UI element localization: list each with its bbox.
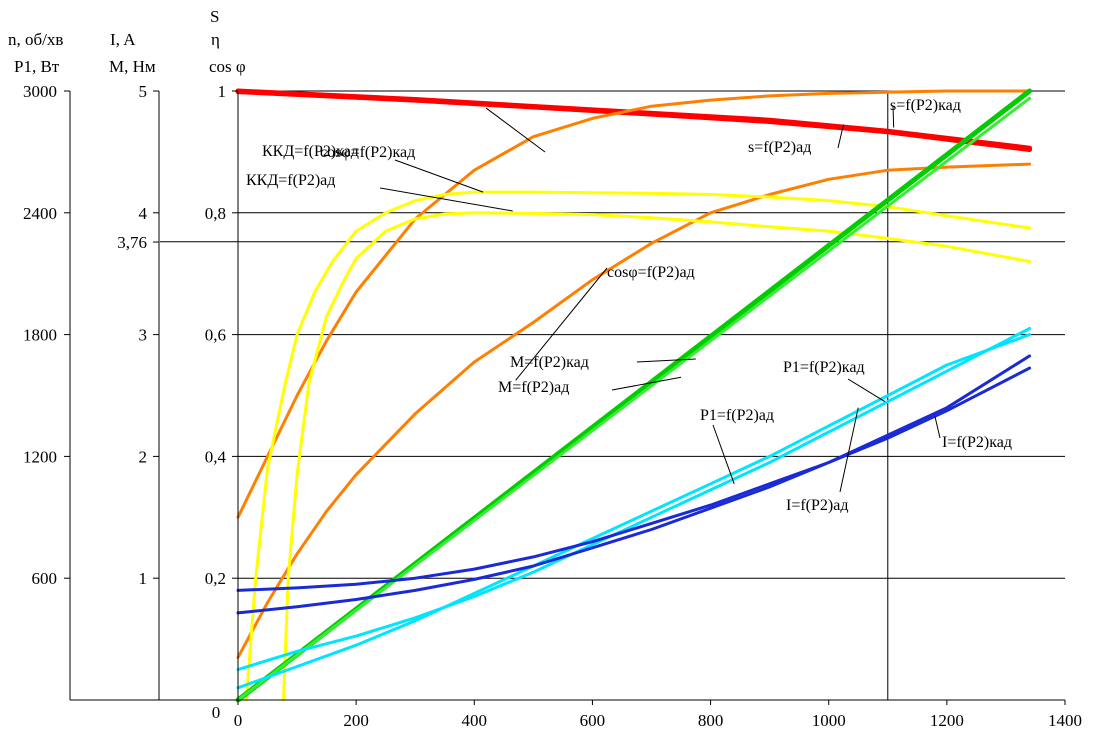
series-line-5 (282, 211, 1032, 702)
ratio-header-1: S (210, 7, 219, 26)
current-torque-tick-label-3: 3 (139, 326, 148, 345)
annotation-label-11: I=f(P2)ад (786, 497, 848, 514)
annotation-label-3: ККД=f(P2)кад (262, 143, 359, 160)
annotation-label-10: I=f(P2)кад (942, 434, 1012, 451)
current-torque-tick-label-2: 3,76 (117, 233, 147, 252)
current-torque-tick-label-1: 4 (139, 204, 148, 223)
annotation-leader-10 (934, 416, 941, 439)
speed-power-tick-label-3: 1200 (23, 447, 57, 466)
x-tick-label-1: 200 (343, 711, 369, 730)
annotation-leader-5 (515, 267, 608, 381)
label-layer: 0 200 400 600 800 1000 1200 1400 0 1 0,8 0,6 0,4 0,2 5… (8, 7, 1082, 730)
annotation-leader-1 (892, 105, 895, 128)
x-tick-label-0: 0 (234, 711, 243, 730)
ratio-tick-label-2: 0,6 (205, 326, 226, 345)
speed-power-header-1: n, об/хв (8, 30, 63, 49)
series-line-3 (236, 162, 1032, 659)
axis-layer (64, 90, 1066, 705)
annotation-leader-11 (839, 407, 859, 493)
series-line-4 (244, 190, 1032, 702)
x-tick-label-7: 1400 (1048, 711, 1082, 730)
series-line-7 (236, 96, 1032, 702)
annotation-leader-9 (712, 424, 735, 484)
annotation-label-7: M=f(P2)ад (498, 379, 569, 396)
annotation-label-4: ККД=f(P2)ад (246, 172, 335, 189)
x-tick-label-3: 600 (580, 711, 606, 730)
x-tick-label-5: 1000 (812, 711, 846, 730)
current-torque-tick-label-0: 5 (139, 82, 148, 101)
curve-layer (235, 88, 1033, 703)
ratio-tick-label-1: 0,8 (205, 204, 226, 223)
ratio-tick-label-0: 1 (218, 82, 227, 101)
current-torque-header-2: M, Нм (109, 57, 156, 76)
ratio-header-2: η (211, 30, 220, 49)
annotation-leader-4 (379, 187, 513, 212)
speed-power-tick-label-0: 3000 (23, 82, 57, 101)
annotation-leader-3 (394, 159, 484, 193)
ratio-tick-label-4: 0,2 (205, 569, 226, 588)
x-tick-label-6: 1200 (930, 711, 964, 730)
annotation-label-2: s=f(P2)ад (748, 139, 811, 156)
x-tick-label-4: 800 (698, 711, 724, 730)
speed-power-tick-label-2: 1800 (23, 326, 57, 345)
x-tick-label-2: 400 (462, 711, 488, 730)
annotation-label-6: M=f(P2)кад (510, 354, 589, 371)
annotation-label-9: P1=f(P2)ад (700, 407, 774, 424)
current-torque-tick-label-5: 1 (139, 569, 148, 588)
annotation-label-0: cosφ=f(P2)кад (320, 144, 415, 161)
series-line-11 (236, 354, 1032, 592)
origin-label: 0 (212, 703, 221, 722)
series-line-8 (236, 327, 1032, 671)
ratio-header-3: cos φ (209, 57, 246, 76)
series-line-1 (235, 89, 1033, 152)
annotation-label-8: P1=f(P2)кад (783, 359, 865, 376)
annotation-leader-7 (611, 376, 682, 391)
annotation-label-1: s=f(P2)кад (890, 97, 961, 114)
annotation-label-5: cosφ=f(P2)ад (607, 264, 695, 281)
annotation-leader-6 (636, 358, 696, 363)
current-torque-header-1: I, A (110, 30, 136, 49)
speed-power-header-2: P1, Вт (14, 57, 60, 76)
speed-power-tick-label-1: 2400 (23, 204, 57, 223)
speed-power-tick-label-4: 600 (32, 569, 58, 588)
annotation-leader-2 (837, 124, 844, 149)
series-line-9 (236, 333, 1032, 690)
annotation-leader-0 (485, 107, 546, 153)
annotation-leader-8 (847, 378, 886, 403)
series-line-10 (236, 366, 1032, 615)
current-torque-tick-label-4: 2 (139, 447, 148, 466)
ratio-tick-label-3: 0,4 (205, 447, 227, 466)
